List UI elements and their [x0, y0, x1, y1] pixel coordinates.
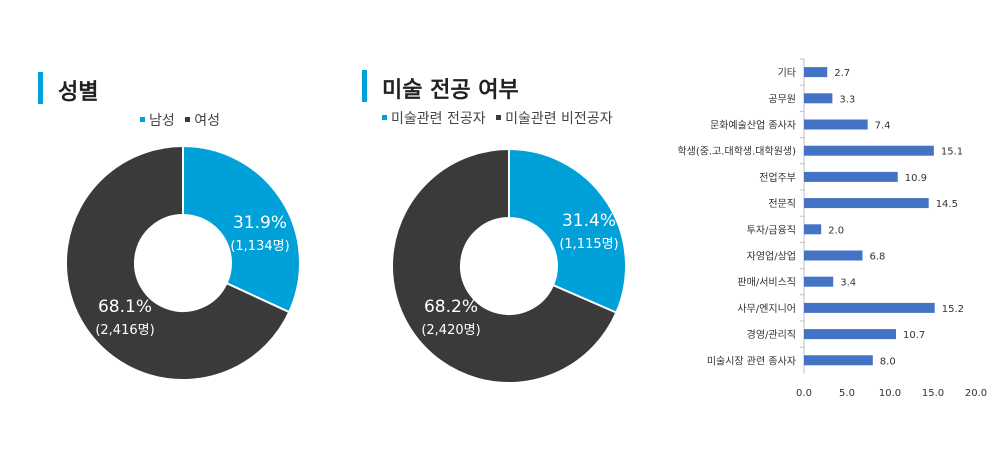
x-tick-label: 0.0 — [796, 388, 812, 399]
major-slice-0-percent-label: 31.4% — [562, 211, 616, 231]
category-label: 미술시장 관련 종사자 — [707, 355, 796, 367]
category-label: 기타 — [778, 67, 796, 79]
legend-label-major: 미술관련 전공자 — [391, 111, 486, 127]
bar — [804, 119, 868, 130]
legend-item-male: 남성 — [140, 113, 175, 129]
legend-label-nonmajor: 미술관련 비전공자 — [505, 111, 613, 127]
occupation-bar-chart: 기타 2.7 공무원 3.3 문화예술산업 종사자 7.4 학생(중.고.대학생.대학원생)… — [677, 58, 987, 399]
bar — [804, 250, 863, 261]
legend-item-major: 미술관련 전공자 — [382, 111, 486, 127]
category-label: 경영/관리직 — [747, 328, 796, 341]
legend-swatch-major — [382, 115, 387, 120]
gender-slice-0-count-label: (1,134명) — [230, 239, 289, 254]
legend-item-female: 여성 — [185, 113, 220, 129]
bar-value-label: 8.0 — [880, 356, 896, 367]
bar-value-label: 2.0 — [828, 225, 844, 236]
bar — [804, 93, 833, 104]
bar — [804, 329, 897, 340]
bar-value-label: 15.2 — [942, 304, 964, 315]
bar-value-label: 3.4 — [840, 278, 856, 289]
bar — [804, 276, 834, 287]
bar-value-label: 10.7 — [903, 330, 925, 341]
bar-value-label: 10.9 — [905, 173, 927, 184]
bar — [804, 198, 929, 209]
major-title: 미술 전공 여부 — [382, 78, 519, 103]
bar — [804, 302, 935, 313]
gender-slice-1-count-label: (2,416명) — [95, 323, 154, 338]
x-tick-label: 5.0 — [839, 388, 855, 399]
bar-value-label: 6.8 — [869, 252, 885, 263]
bar — [804, 355, 873, 366]
legend-swatch-female — [185, 117, 191, 122]
category-label: 자영업/상업 — [747, 250, 796, 263]
bar-value-label: 15.1 — [941, 147, 963, 158]
major-slice-1-percent-label: 68.2% — [424, 297, 478, 317]
gender-slice-1-percent-label: 68.1% — [98, 297, 152, 317]
gender-panel: 성별 남성 여성 31.9% (1,134명) 68.1% (2,416명) — [0, 0, 330, 450]
x-tick-label: 15.0 — [922, 388, 944, 399]
major-donut-chart: 31.4% (1,115명) 68.2% (2,420명) — [391, 147, 627, 384]
major-slice-0 — [508, 147, 627, 314]
category-label: 투자/금융직 — [747, 224, 796, 236]
category-label: 문화예술산업 종사자 — [710, 119, 796, 132]
gender-slice-0-percent-label: 31.9% — [233, 213, 287, 233]
gender-slice-1 — [65, 144, 291, 381]
legend-swatch-nonmajor — [496, 115, 502, 120]
bar-value-label: 3.3 — [839, 94, 855, 105]
bar-value-label: 14.5 — [936, 199, 958, 210]
gender-legend: 남성 여성 — [140, 110, 226, 130]
major-panel: 미술 전공 여부 미술관련 전공자 미술관련 비전공자 31.4% (1,115명… — [330, 0, 660, 450]
gender-donut-chart: 31.9% (1,134명) 68.1% (2,416명) — [65, 144, 301, 381]
x-tick-label: 20.0 — [965, 388, 987, 399]
major-slice-1-count-label: (2,420명) — [421, 323, 480, 338]
category-label: 학생(중.고.대학생.대학원생) — [677, 146, 796, 158]
legend-label-female: 여성 — [194, 113, 220, 129]
bar-value-label: 2.7 — [834, 68, 850, 79]
category-label: 전업주부 — [759, 171, 796, 184]
bar — [804, 224, 822, 235]
bar — [804, 67, 828, 78]
bar — [804, 145, 934, 156]
category-label: 사무/엔지니어 — [737, 303, 796, 315]
major-legend: 미술관련 전공자 미술관련 비전공자 — [382, 108, 619, 128]
legend-item-nonmajor: 미술관련 비전공자 — [496, 111, 613, 127]
bar-value-label: 7.4 — [875, 121, 891, 132]
gender-title: 성별 — [58, 80, 99, 105]
category-label: 전문직 — [768, 198, 796, 210]
bar — [804, 171, 898, 182]
category-label: 공무원 — [768, 93, 796, 105]
category-label: 판매/서비스직 — [737, 277, 796, 289]
gender-title-bar — [38, 72, 43, 104]
major-title-bar — [362, 70, 367, 102]
major-slice-0-count-label: (1,115명) — [559, 237, 618, 252]
gender-slice-0 — [182, 144, 301, 314]
legend-swatch-male — [140, 117, 145, 122]
major-slice-1 — [391, 147, 618, 384]
legend-label-male: 남성 — [149, 113, 175, 129]
x-tick-label: 10.0 — [879, 388, 901, 399]
